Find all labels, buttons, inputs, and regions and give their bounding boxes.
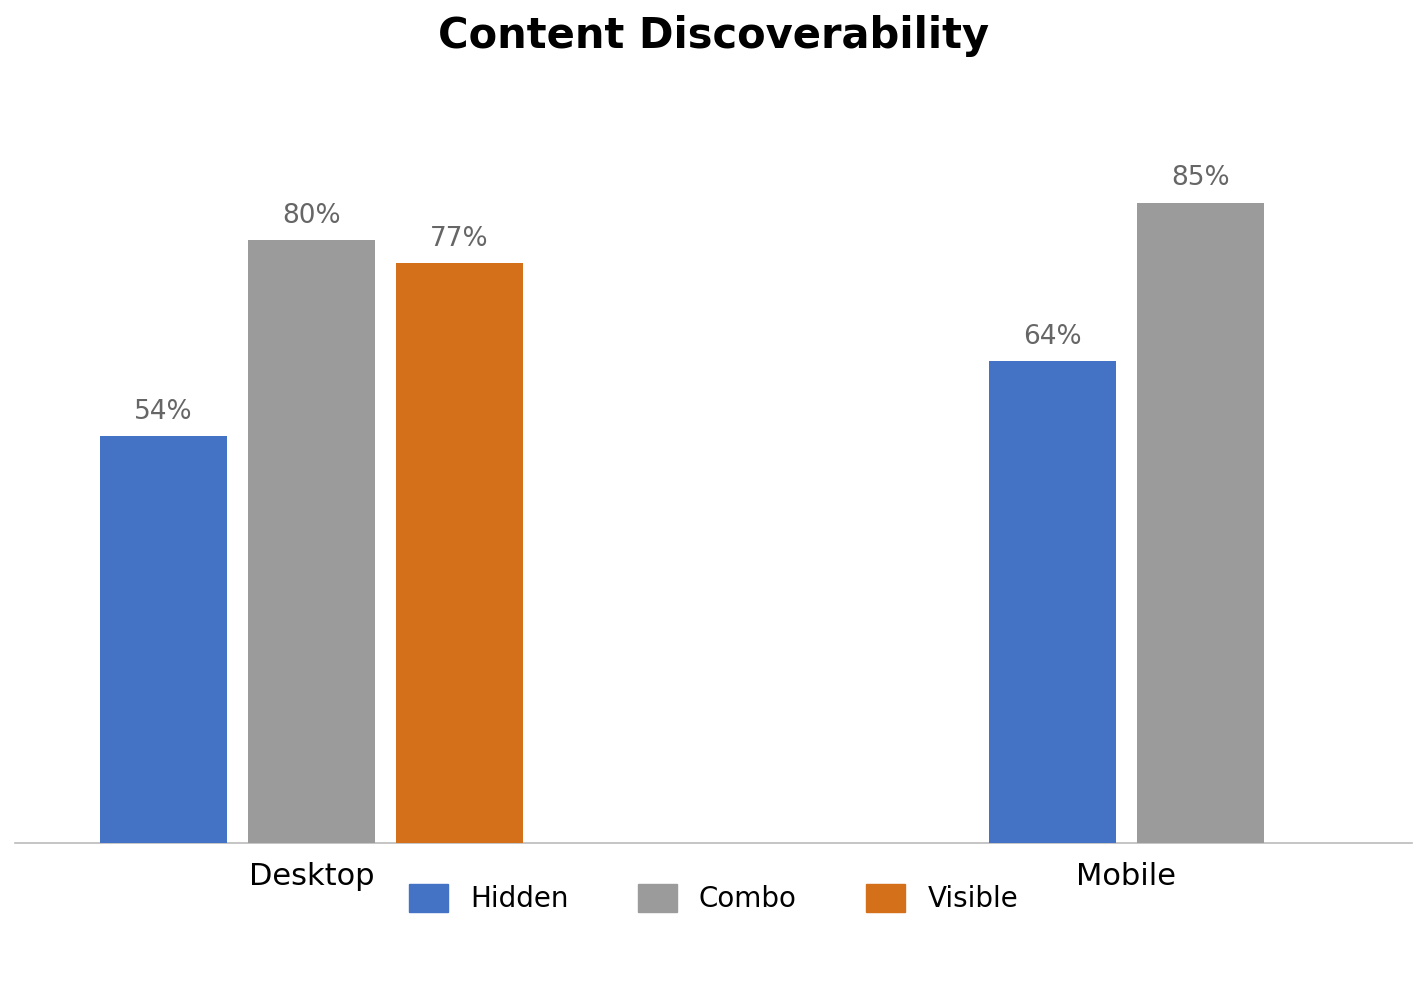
Bar	[397, 263, 524, 843]
Text: 54%: 54%	[134, 399, 193, 425]
Text: 77%: 77%	[430, 226, 489, 251]
Bar	[248, 240, 375, 843]
Legend: Hidden, Combo, Visible: Hidden, Combo, Visible	[395, 869, 1032, 927]
Bar	[989, 361, 1116, 843]
Text: 64%: 64%	[1023, 324, 1082, 350]
Bar	[1137, 203, 1264, 843]
Title: Content Discoverability: Content Discoverability	[438, 15, 989, 57]
Text: 85%: 85%	[1172, 166, 1230, 191]
Text: 80%: 80%	[283, 203, 341, 229]
Bar	[100, 436, 227, 843]
